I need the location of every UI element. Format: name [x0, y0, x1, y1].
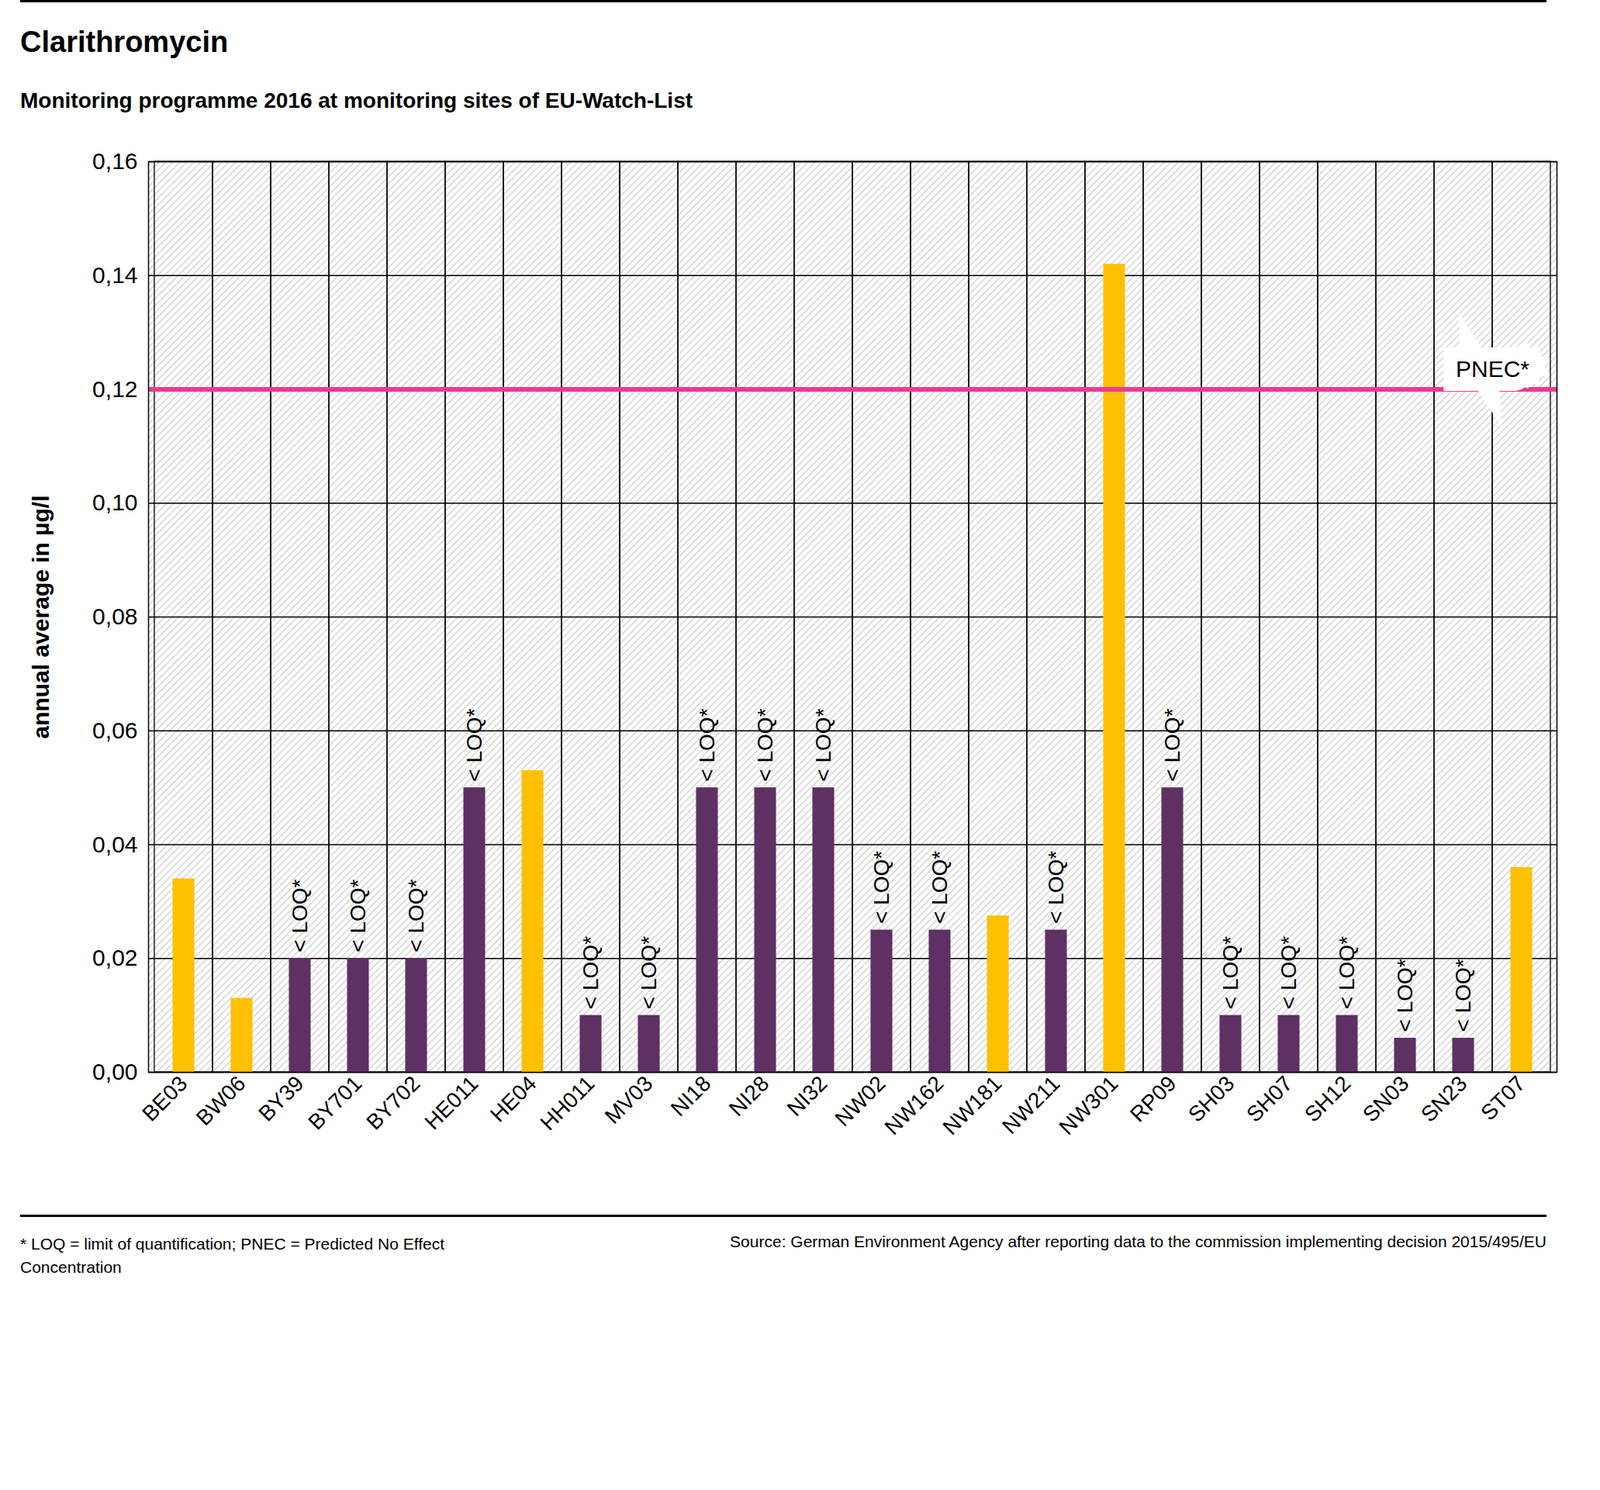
svg-text:< LOQ*: < LOQ* [1043, 850, 1068, 924]
svg-text:BE03: BE03 [137, 1071, 192, 1126]
svg-text:BY701: BY701 [303, 1071, 367, 1134]
svg-text:< LOQ*: < LOQ* [636, 936, 661, 1010]
html-text:* LOQ = limit of quantificatio: * LOQ = limit of quantification; PNEC = … [20, 1234, 445, 1277]
svg-text:0,16: 0,16 [92, 148, 138, 174]
svg-text:SH07: SH07 [1241, 1071, 1297, 1127]
svg-text:PNEC*: PNEC* [1455, 355, 1530, 382]
svg-text:ST07: ST07 [1475, 1071, 1530, 1125]
svg-text:0,14: 0,14 [92, 262, 138, 288]
svg-text:< LOQ*: < LOQ* [1276, 936, 1301, 1010]
svg-text:0,06: 0,06 [92, 717, 138, 743]
svg-text:BY39: BY39 [253, 1071, 308, 1126]
svg-text:< LOQ*: < LOQ* [462, 708, 487, 781]
svg-text:BW06: BW06 [191, 1071, 251, 1131]
svg-text:NI32: NI32 [782, 1071, 833, 1121]
svg-text:< LOQ*: < LOQ* [287, 878, 312, 952]
html-text:Source: German Environment Age: Source: German Environment Agency after … [729, 1232, 1547, 1251]
svg-text:NW301: NW301 [1054, 1071, 1124, 1140]
svg-text:NI28: NI28 [724, 1071, 775, 1121]
svg-text:< LOQ*: < LOQ* [1160, 708, 1185, 781]
html-text:Clarithromycin: Clarithromycin [20, 25, 229, 59]
svg-text:NW181: NW181 [938, 1071, 1007, 1140]
svg-text:SN03: SN03 [1358, 1071, 1414, 1127]
svg-text:< LOQ*: < LOQ* [1392, 958, 1417, 1032]
svg-text:0,00: 0,00 [92, 1058, 138, 1085]
svg-text:annual average in µg/l: annual average in µg/l [27, 494, 54, 739]
svg-text:SN23: SN23 [1416, 1071, 1472, 1127]
svg-text:< LOQ*: < LOQ* [694, 708, 719, 781]
svg-text:HH011: HH011 [535, 1071, 599, 1135]
svg-text:0,10: 0,10 [92, 489, 138, 515]
svg-text:HE011: HE011 [420, 1071, 484, 1134]
svg-text:SH12: SH12 [1299, 1071, 1355, 1127]
svg-text:MV03: MV03 [600, 1071, 658, 1129]
svg-text:NW211: NW211 [997, 1071, 1065, 1138]
svg-text:NW162: NW162 [880, 1071, 949, 1140]
svg-text:BY702: BY702 [361, 1071, 425, 1134]
svg-text:0,04: 0,04 [92, 831, 138, 858]
svg-text:< LOQ*: < LOQ* [345, 878, 370, 952]
svg-text:< LOQ*: < LOQ* [1334, 936, 1359, 1010]
svg-text:< LOQ*: < LOQ* [404, 878, 429, 952]
svg-text:0,02: 0,02 [92, 944, 138, 971]
svg-text:SH03: SH03 [1183, 1071, 1239, 1127]
svg-text:< LOQ*: < LOQ* [811, 708, 836, 781]
svg-text:RP09: RP09 [1125, 1071, 1181, 1127]
svg-text:0,12: 0,12 [92, 376, 138, 402]
svg-text:0,08: 0,08 [92, 603, 138, 629]
svg-text:NW02: NW02 [830, 1071, 891, 1131]
svg-text:< LOQ*: < LOQ* [927, 850, 952, 924]
svg-text:< LOQ*: < LOQ* [578, 936, 603, 1010]
svg-text:< LOQ*: < LOQ* [1451, 958, 1476, 1032]
html-text:Monitoring programme 2016 at m: Monitoring programme 2016 at monitoring … [20, 88, 693, 113]
svg-text:< LOQ*: < LOQ* [869, 850, 894, 924]
svg-text:< LOQ*: < LOQ* [1218, 936, 1243, 1010]
svg-text:< LOQ*: < LOQ* [753, 708, 778, 781]
svg-text:NI18: NI18 [666, 1071, 716, 1121]
svg-text:HE04: HE04 [485, 1071, 541, 1127]
